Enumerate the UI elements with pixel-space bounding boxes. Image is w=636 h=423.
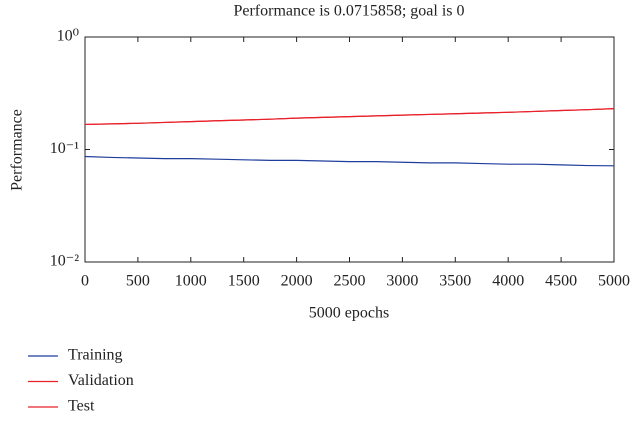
legend-label: Test (68, 398, 95, 415)
x-tick-label: 0 (81, 273, 89, 290)
series-line (84, 107, 615, 126)
x-axis-label: 5000 epochs (309, 305, 389, 322)
plot-frame (84, 36, 615, 263)
y-axis-label: Performance (9, 109, 26, 191)
chart-title: Performance is 0.0715858; goal is 0 (233, 3, 464, 20)
legend-label: Training (68, 347, 123, 364)
legend-label: Validation (68, 372, 134, 389)
x-tick-label: 1000 (175, 273, 207, 290)
x-tick-label: 5000 (598, 273, 630, 290)
y-tick-label: 10⁻¹ (50, 140, 79, 157)
x-tick-label: 2000 (281, 273, 313, 290)
x-tick-label: 4000 (492, 273, 524, 290)
x-tick-label: 3000 (386, 273, 418, 290)
x-tick-label: 500 (126, 273, 150, 290)
x-tick-label: 4500 (545, 273, 577, 290)
series-line (84, 155, 615, 167)
y-tick-label: 10⁰ (57, 28, 79, 45)
x-tick-label: 2500 (334, 273, 366, 290)
x-tick-label: 1500 (228, 273, 260, 290)
x-tick-label: 3500 (439, 273, 471, 290)
y-tick-label: 10⁻² (50, 253, 79, 270)
